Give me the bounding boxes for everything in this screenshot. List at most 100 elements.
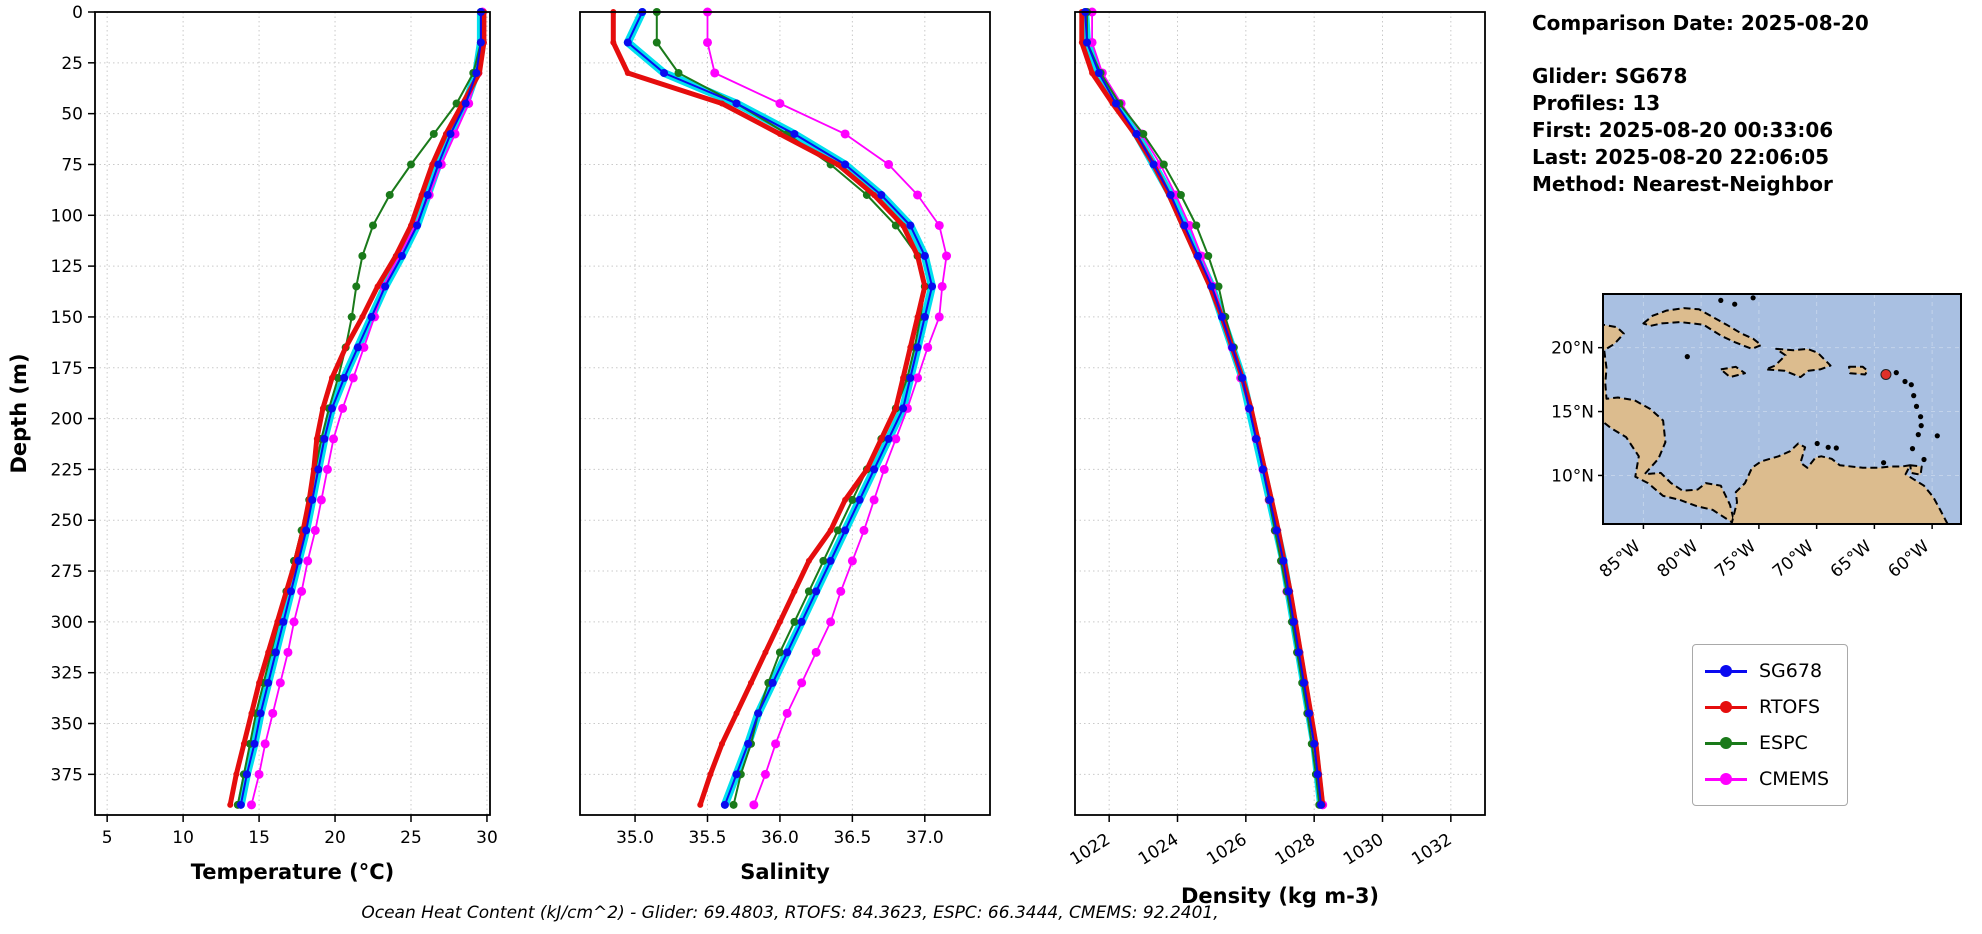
small-island <box>1718 297 1724 303</box>
series-marker <box>859 525 869 535</box>
series-marker <box>923 342 933 352</box>
temperature-chart: 5 10 15 20 25 3002550751001251501752002252502… <box>7 3 498 884</box>
series-marker <box>408 222 414 229</box>
x-tick-label: 36.5 <box>833 828 871 848</box>
x-tick-label: 1030 <box>1340 830 1387 870</box>
series-marker <box>718 100 725 107</box>
y-tick-label: 100 <box>51 206 83 226</box>
series-marker <box>790 129 799 138</box>
series-marker <box>775 98 785 108</box>
series-marker <box>320 434 329 443</box>
small-island <box>1913 403 1920 409</box>
small-island <box>1684 354 1690 360</box>
y-tick-label: 375 <box>51 765 83 785</box>
comparison-date-text: Comparison Date: 2025-08-20 <box>1532 11 1869 35</box>
series-marker <box>429 129 438 138</box>
legend-label: CMEMS <box>1759 768 1830 790</box>
x-tick-label: 1024 <box>1135 830 1182 870</box>
series-marker <box>660 68 669 77</box>
series-marker <box>338 403 348 413</box>
series-marker <box>1139 129 1148 138</box>
legend-label: RTOFS <box>1759 696 1821 718</box>
series-marker <box>385 190 394 199</box>
series-marker <box>841 160 850 169</box>
series-marker <box>1265 495 1274 504</box>
series-marker <box>413 221 422 230</box>
y-axis-label: Depth (m) <box>7 353 31 473</box>
x-tick-label: 1022 <box>1067 830 1114 870</box>
series-marker <box>884 434 893 443</box>
small-island <box>1881 460 1887 466</box>
x-axis-label: Density (kg m-3) <box>1181 884 1379 908</box>
series-marker <box>744 739 753 748</box>
series-marker <box>1317 800 1325 809</box>
series-marker <box>768 678 777 687</box>
location-map: 20°N 15°N 10°N 85°W 80°W 75°W 70°W 65°W 60°W <box>1551 293 1962 582</box>
x-tick-label: 25 <box>400 828 422 848</box>
map-lon-label: 60°W <box>1885 536 1934 582</box>
landmass <box>1719 365 1746 379</box>
series-marker <box>374 283 381 290</box>
series-marker <box>776 130 783 137</box>
series-marker <box>847 556 857 566</box>
series-line-cmems <box>1091 11 1324 806</box>
series-marker <box>797 678 807 688</box>
series-marker <box>242 770 251 779</box>
series-marker <box>877 190 886 199</box>
series-marker <box>248 710 255 717</box>
series-marker <box>1132 129 1141 138</box>
map-lon-label: 75°W <box>1711 536 1760 582</box>
x-tick-label: 1028 <box>1272 830 1319 870</box>
series-marker <box>328 404 336 413</box>
series-marker <box>418 191 425 198</box>
series-marker <box>842 496 849 503</box>
series-marker <box>407 160 415 169</box>
axes-frame <box>1074 11 1486 816</box>
series-marker <box>359 342 369 352</box>
series-marker <box>775 648 784 657</box>
y-tick-label: 325 <box>51 664 83 684</box>
series-marker <box>256 709 265 718</box>
series-marker <box>286 587 295 596</box>
small-island <box>1911 393 1917 399</box>
x-tick-label: 36.0 <box>761 828 799 848</box>
series-marker <box>879 464 889 474</box>
series-marker <box>476 38 485 47</box>
x-tick-label: 20 <box>324 828 346 848</box>
y-tick-label: 300 <box>51 613 83 633</box>
map-lon-label: 70°W <box>1769 536 1818 582</box>
legend-item-espc: ESPC <box>1705 725 1829 761</box>
x-tick-label: 35.0 <box>616 828 654 848</box>
series-marker <box>812 587 821 596</box>
series-line-glider-profiles <box>1081 8 1325 809</box>
series-marker <box>840 129 850 139</box>
series-marker <box>283 647 293 657</box>
series-marker <box>797 617 806 626</box>
series-marker <box>913 343 922 352</box>
series-marker <box>790 617 799 626</box>
legend-item-sg678: SG678 <box>1705 653 1829 689</box>
series-marker <box>826 617 836 627</box>
y-tick-label: 275 <box>51 562 83 582</box>
series-marker <box>804 587 813 596</box>
series-marker <box>624 69 631 76</box>
series-marker <box>240 740 247 747</box>
series-marker <box>369 221 378 230</box>
series-marker <box>342 344 349 351</box>
series-line-rtofs <box>1079 9 1326 808</box>
x-tick-label: 10 <box>172 828 194 848</box>
series-marker <box>707 771 714 778</box>
y-tick-label: 50 <box>61 105 83 125</box>
landmass <box>1909 464 1923 476</box>
map-lon-label: 85°W <box>1596 536 1645 582</box>
series-marker <box>1176 190 1185 199</box>
series-marker <box>264 678 273 687</box>
x-tick-label: 37.0 <box>906 828 944 848</box>
map-lat-label: 20°N <box>1551 339 1594 359</box>
series-marker <box>871 191 878 198</box>
series-marker <box>316 495 326 505</box>
series-marker <box>452 99 461 108</box>
landmass <box>1764 347 1832 379</box>
series-marker <box>754 709 763 718</box>
